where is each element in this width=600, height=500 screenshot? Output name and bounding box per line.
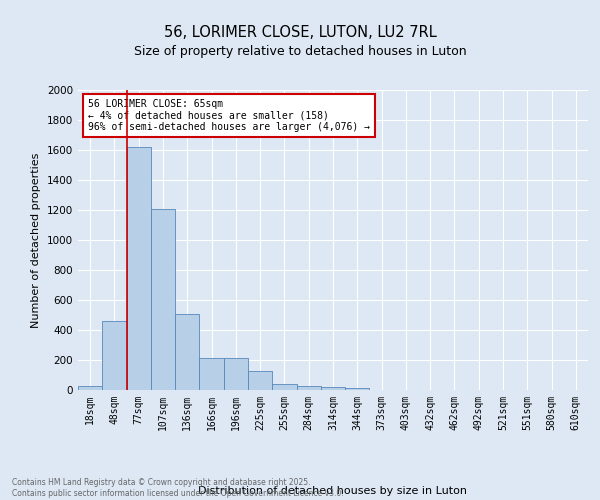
Bar	[199, 358, 224, 390]
Bar	[175, 314, 199, 390]
Text: 56 LORIMER CLOSE: 65sqm
← 4% of detached houses are smaller (158)
96% of semi-de: 56 LORIMER CLOSE: 65sqm ← 4% of detached…	[88, 99, 370, 132]
Bar	[272, 384, 296, 390]
Text: 56, LORIMER CLOSE, LUTON, LU2 7RL: 56, LORIMER CLOSE, LUTON, LU2 7RL	[164, 25, 436, 40]
Y-axis label: Number of detached properties: Number of detached properties	[31, 152, 41, 328]
Bar	[151, 208, 175, 390]
X-axis label: Distribution of detached houses by size in Luton: Distribution of detached houses by size …	[199, 486, 467, 496]
Bar	[102, 321, 127, 390]
Bar	[224, 358, 248, 390]
Bar	[127, 147, 151, 390]
Text: Size of property relative to detached houses in Luton: Size of property relative to detached ho…	[134, 45, 466, 58]
Bar	[78, 386, 102, 390]
Bar	[345, 388, 370, 390]
Bar	[248, 371, 272, 390]
Text: Contains HM Land Registry data © Crown copyright and database right 2025.
Contai: Contains HM Land Registry data © Crown c…	[12, 478, 344, 498]
Bar	[296, 386, 321, 390]
Bar	[321, 387, 345, 390]
